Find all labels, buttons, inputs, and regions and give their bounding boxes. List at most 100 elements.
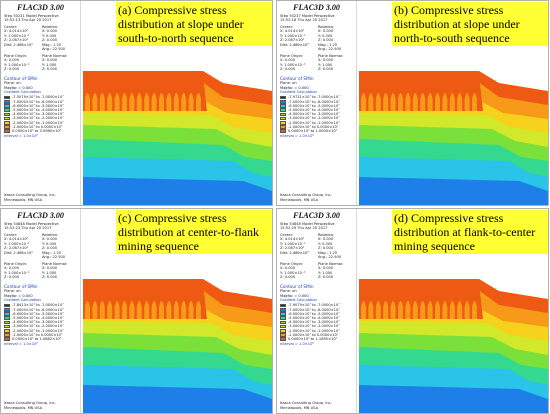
param-po-z: Z: 0.000 <box>280 275 296 280</box>
legend-swatch <box>4 95 10 100</box>
pillar <box>449 301 455 319</box>
legend-swatch <box>4 337 10 341</box>
rotation-params: Rotation: X: 0.000 Y: 0.000 Z: 0.000 Mag.: 1… <box>318 25 353 52</box>
pillar <box>464 301 470 319</box>
plane-params: Plane Origin: X: 0.000 Y: 1.000×10⁻¹ Z: 0.0… <box>280 54 353 72</box>
param-po-z: Z: 0.000 <box>280 67 296 72</box>
plane-normal: Plane Normal: X: 0.000 Y: 1.000 Z: 0.000 <box>42 54 77 72</box>
pillar <box>383 301 389 319</box>
param-pn-z: Z: 0.000 <box>41 67 58 72</box>
legend-swatch <box>280 112 286 117</box>
gradient-label: Gradient Calculation <box>280 90 317 95</box>
company-name: Itasca Consulting Group, Inc. <box>280 193 332 198</box>
legend-row: -7.9079×10⁷ to -7.0000×10⁷ <box>280 303 353 308</box>
magfac: Magfac = 0.000 <box>280 85 309 90</box>
legend-range: -3.0000×10⁷ to -2.0000×10⁷ <box>12 116 64 121</box>
param-plane-origin-label: Plane Origin: <box>280 261 304 266</box>
pillar <box>405 301 411 319</box>
panel-caption: (b) Compressive stress distribution at s… <box>392 2 548 46</box>
legend-swatch <box>4 125 10 129</box>
plane-on: Plane: on <box>280 81 297 86</box>
pillar <box>361 93 366 111</box>
param-plane-normal-label: Plane Normal: <box>317 261 344 266</box>
param-plane-normal-label: Plane Normal: <box>317 53 344 58</box>
param-center-label: Center: <box>280 232 294 237</box>
legend-row: -4.0000×10⁷ to -3.0000×10⁷ <box>280 112 353 117</box>
timestamp: 15:52:13 Thu Apr 20 2017 <box>4 18 52 23</box>
legend-row: -3.0000×10⁷ to -2.0000×10⁷ <box>4 324 77 329</box>
legend-range: -7.0000×10⁷ to -6.0000×10⁷ <box>288 99 340 104</box>
legend-row: -5.0000×10⁷ to -4.0000×10⁷ <box>4 316 77 320</box>
legend-row: -6.0000×10⁷ to -5.0000×10⁷ <box>280 104 353 108</box>
legend-row: -5.0000×10⁷ to -4.0000×10⁷ <box>280 316 353 320</box>
legend-range: -2.0000×10⁷ to -1.0000×10⁷ <box>12 328 64 333</box>
timestamp: 15:52:23 Thu Apr 20 2017 <box>4 226 52 231</box>
param-dist: Dist: 2.486×10³ <box>4 42 33 47</box>
legend-row: -6.0000×10⁷ to -5.0000×10⁷ <box>280 312 353 316</box>
pillar <box>151 301 157 319</box>
credit-footer: Itasca Consulting Group, Inc. Minneapolis… <box>280 193 332 202</box>
pillar <box>144 93 150 111</box>
plane-on: Plane: on <box>280 289 297 294</box>
view-params: Center: X: 4.014×10² Y: 1.000×10⁻¹ Z: 2.087… <box>4 233 77 260</box>
param-pn-z: Z: 0.000 <box>317 67 334 72</box>
rotation-params: Rotation: X: 0.000 Y: 0.000 Z: 0.000 Mag.: 1… <box>42 233 77 260</box>
param-rotation-label: Rotation: <box>317 232 335 237</box>
plane-params: Plane Origin: X: 0.000 Y: 1.000×10⁻¹ Z: 0.0… <box>280 262 353 280</box>
pillar <box>159 93 164 111</box>
plane-origin: Plane Origin: X: 0.000 Y: 1.000×10⁻¹ Z: 0.0… <box>280 262 315 280</box>
pillar <box>99 93 105 111</box>
legend-swatch <box>4 129 10 133</box>
legend-swatch <box>4 328 10 333</box>
credit-footer: Itasca Consulting Group, Inc. Minneapolis… <box>4 193 56 202</box>
pillar <box>129 93 135 111</box>
legend-range: -7.9731×10⁷ to -7.0000×10⁷ <box>288 95 340 100</box>
legend-range: -1.0000×10⁷ to 0.0000×10⁰ <box>12 124 63 129</box>
legend-range: 0.0000×10⁰ to 1.0882×10⁵ <box>12 336 62 341</box>
plane-normal: Plane Normal: X: 0.000 Y: 1.000 Z: 0.000 <box>318 54 353 72</box>
stress-contour-plot <box>83 279 272 413</box>
param-dist: Dist: 2.486×10³ <box>280 42 309 47</box>
legend-swatch <box>4 100 10 104</box>
param-pn-y: Y: 1.000 <box>41 270 57 275</box>
legend-swatch <box>280 129 286 133</box>
param-rot-z: Z: 0.000 <box>317 38 334 43</box>
param-rot-z: Z: 0.000 <box>41 246 58 251</box>
pillar <box>151 93 157 111</box>
pillar <box>92 93 98 111</box>
param-plane-normal-label: Plane Normal: <box>41 261 68 266</box>
pillar <box>92 301 98 319</box>
company-city: Minneapolis, MN USA <box>280 197 319 202</box>
app-title: FLAC3D 3.00 <box>293 211 340 220</box>
pillar <box>398 93 403 111</box>
pillar <box>375 301 381 319</box>
param-mag: Mag.: 1.25 <box>41 42 62 47</box>
pillar <box>196 301 201 319</box>
param-dist: Dist: 2.486×10³ <box>4 250 33 255</box>
param-rot-x: X: 0.000 <box>41 237 58 242</box>
pillar <box>427 301 433 319</box>
contour-title: Contour of SMin <box>280 283 314 289</box>
pillar <box>420 301 426 319</box>
stress-contour-plot <box>83 71 272 205</box>
param-ang: Ang.: 22.500 <box>317 255 342 260</box>
param-center-y: Y: 1.000×10⁻¹ <box>280 241 306 246</box>
legend-swatch <box>4 333 10 337</box>
pillar <box>144 301 150 319</box>
param-po-z: Z: 0.000 <box>4 67 20 72</box>
info-sidebar: FLAC3D 3.00 Step 54848 Model Perspective 1… <box>277 209 357 413</box>
step-label: Step 50231 Model Perspective <box>4 14 59 18</box>
param-rotation-label: Rotation: <box>41 24 59 29</box>
info-sidebar: FLAC3D 3.00 Step 50231 Model Perspective 1… <box>1 1 81 205</box>
legend-swatch <box>280 328 286 333</box>
legend-range: -4.0000×10⁷ to -3.0000×10⁷ <box>12 320 64 325</box>
legend-range: -4.0000×10⁷ to -3.0000×10⁷ <box>288 112 340 117</box>
legend-row: 0.0000×10⁰ to 3.5980×10⁵ <box>4 129 77 133</box>
pillar <box>375 93 381 111</box>
pillar <box>472 301 477 319</box>
contour-legend: -7.8413×10⁷ to -7.0000×10⁷ -7.0000×10⁷ to… <box>4 303 77 342</box>
legend-row: 0.0000×10⁰ to 1.0882×10⁵ <box>4 337 77 341</box>
param-rot-z: Z: 0.000 <box>317 246 334 251</box>
legend-range: -6.0000×10⁷ to -5.0000×10⁷ <box>12 311 64 316</box>
param-center-y: Y: 1.000×10⁻¹ <box>4 241 30 246</box>
